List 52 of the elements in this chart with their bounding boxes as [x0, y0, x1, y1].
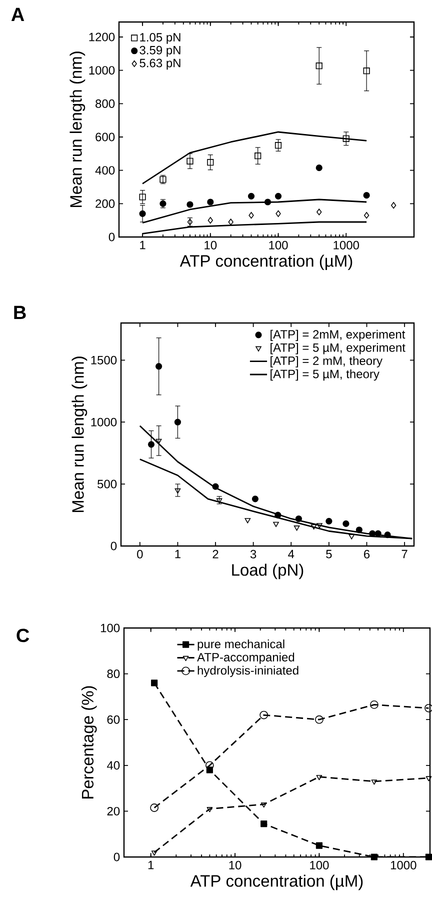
- y-tick-label: 800: [96, 99, 115, 108]
- x-axis-title: ATP concentration (µM): [190, 874, 363, 890]
- y-tick-label: 0: [110, 542, 117, 550]
- legend-label: hydrolysis-ininiated: [198, 666, 298, 678]
- y-tick-label: 100: [100, 624, 120, 632]
- x-tick-label: 3: [250, 550, 256, 558]
- legend-label: 5.63 pN: [140, 58, 180, 70]
- x-tick-label: 1: [175, 550, 180, 558]
- x-axis-title: Load (pN): [232, 564, 304, 580]
- y-tick-label: 1500: [91, 356, 117, 364]
- legend-label: pure mechanical: [198, 639, 284, 651]
- legend-label: [ATP] = 2 mM, theory: [270, 356, 383, 368]
- y-tick-label: 0: [108, 232, 115, 242]
- x-tick-label: 100: [310, 860, 329, 870]
- chart-title: A: [11, 8, 24, 21]
- y-tick-label: 1000: [91, 418, 117, 426]
- x-tick-label: 7: [402, 550, 408, 558]
- x-tick-label: 1000: [334, 240, 360, 250]
- y-tick-label: 40: [107, 761, 120, 770]
- y-tick-label: 200: [96, 199, 115, 208]
- x-tick-label: 2: [212, 550, 218, 558]
- x-tick-label: 1: [148, 860, 154, 870]
- x-tick-label: 1000: [390, 860, 416, 870]
- legend-label: [ATP] = 5 µM, experiment: [270, 343, 406, 354]
- y-tick-label: 1000: [89, 66, 115, 75]
- x-tick-label: 100: [269, 240, 288, 250]
- y-tick-label: 600: [96, 132, 115, 142]
- y-tick-label: 400: [95, 166, 115, 175]
- y-tick-label: 80: [107, 670, 120, 678]
- y-tick-label: 500: [98, 480, 117, 488]
- legend-label: ATP-accompanied: [197, 652, 294, 664]
- legend-label: 3.59 pN: [140, 46, 180, 57]
- x-tick-label: 0: [137, 550, 143, 558]
- y-tick-label: 60: [107, 715, 120, 724]
- chart-title: B: [14, 306, 26, 319]
- y-tick-label: 1200: [89, 32, 115, 42]
- y-axis-title: Percentage (%): [81, 686, 97, 798]
- y-tick-label: 20: [107, 806, 120, 816]
- y-tick-label: 0: [114, 852, 120, 862]
- chart-title: C: [16, 628, 30, 642]
- legend-label: [ATP] = 2mM, experiment: [270, 330, 406, 342]
- x-tick-label: 10: [229, 860, 242, 870]
- x-tick-label: 4: [288, 550, 294, 558]
- x-tick-label: 1: [140, 240, 146, 250]
- y-axis-title: Mean run length (nm): [72, 356, 88, 512]
- x-axis-title: ATP concentration (µM): [180, 254, 352, 270]
- x-tick-label: 5: [326, 550, 332, 558]
- legend-label: [ATP] = 5 µM, theory: [270, 369, 380, 381]
- x-tick-label: 6: [364, 550, 370, 558]
- x-tick-label: 10: [204, 240, 217, 250]
- y-axis-title: Mean run length (nm): [70, 52, 86, 208]
- legend-label: 1.05 pN: [140, 33, 180, 44]
